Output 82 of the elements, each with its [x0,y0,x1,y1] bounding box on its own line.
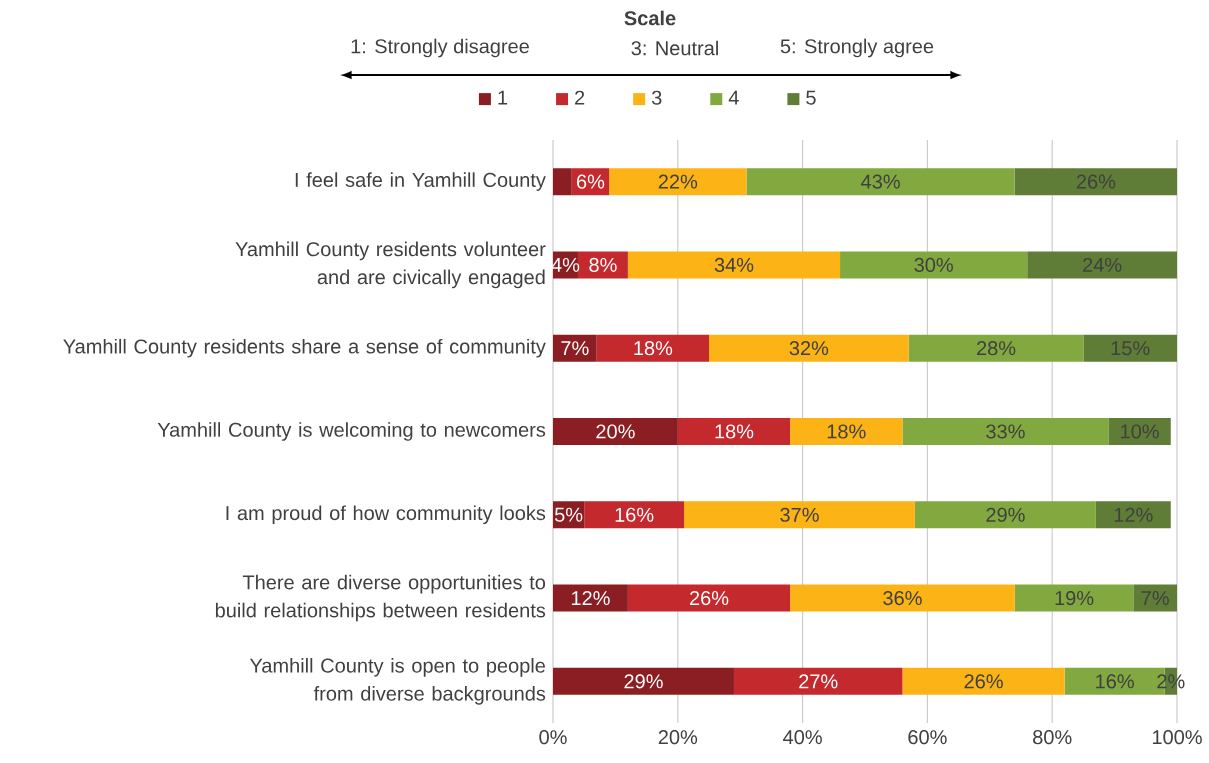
bar [914,501,1096,529]
data-label: 26% [1076,174,1116,189]
text: 5: Strongly agree [780,38,934,58]
bar [627,251,841,279]
x-tick-label: 80% [1033,730,1072,745]
data-label: 18% [827,424,866,439]
legend-label: 5 [806,90,816,105]
chart-title: Scale [624,10,676,26]
y-tick-label: I am proud of how community looks [226,505,546,525]
bar [677,418,791,445]
data-label: 37% [780,507,819,522]
text: 3: Neutral [631,40,718,56]
legend-label: 2 [575,90,585,105]
data-label: 16% [1096,674,1134,689]
bar [1133,584,1177,612]
y-tick-label: Yamhill County is open to people from diverse backgrounds [249,658,546,705]
data-label: 5% [554,507,583,522]
x-tick-label: 20% [658,730,698,745]
data-label: 10% [1121,424,1159,439]
bar [790,584,1015,612]
y-tick-label: There are diverse opportunities to build relationships between residents [215,574,546,622]
data-label: 26% [964,674,1003,689]
data-label: 12% [1114,507,1153,522]
bar [908,334,1084,362]
bar [584,501,685,529]
data-label: 22% [658,174,698,189]
data-label: 30% [914,257,953,272]
x-tick-label: 60% [908,730,947,745]
x-tick-label: 40% [783,730,822,745]
data-label: 28% [977,341,1016,356]
bar [709,334,909,362]
y-tick-label: I feel safe in Yamhill County [295,172,546,191]
bar [1014,584,1134,612]
data-label: 19% [1055,590,1094,606]
bar [790,418,903,445]
data-label: 18% [634,341,673,356]
y-tick-label: Yamhill County residents volunteer and are civically engaged [235,241,546,289]
data-label: 33% [986,424,1025,439]
bar [1108,418,1171,445]
data-label: 20% [596,424,635,439]
text: 1: Strongly disagree [351,38,529,58]
bar [596,334,709,362]
x-tick-label: 100% [1152,730,1202,745]
bar [840,251,1028,279]
y-tick-label: Yamhill County is welcoming to newcomers [157,422,546,441]
bar [1014,168,1177,196]
data-label: 8% [589,257,617,272]
data-label: 43% [861,174,900,189]
bar [627,584,791,612]
data-label: 36% [883,590,922,606]
legend-label: 1 [498,90,508,105]
data-label: 27% [799,674,838,689]
data-label: 16% [615,507,654,522]
legend-label: 4 [728,90,739,105]
data-label: 7% [561,341,589,356]
bar [1027,251,1177,279]
bar [553,418,678,445]
bar [746,168,1015,196]
y-tick-label: Yamhill County residents share a sense of community [63,338,546,358]
data-label: 24% [1083,257,1122,272]
x-tick-label: 0% [539,730,567,745]
data-label: 32% [789,341,829,356]
legend-label: 3 [651,90,662,105]
data-label: 7% [1141,591,1169,606]
data-label: 34% [714,257,754,272]
bar [609,168,747,196]
bar [902,667,1065,695]
bar [553,667,734,695]
data-label: 6% [577,174,605,189]
bar [733,667,903,695]
bar [553,584,628,612]
data-label: 29% [624,674,663,689]
data-label: 26% [690,590,729,606]
data-label: 15% [1111,341,1150,356]
bar [553,168,572,196]
data-label: 18% [715,424,754,439]
bar [902,418,1109,445]
data-label: 12% [571,591,610,606]
bar [684,501,915,529]
bar [1095,501,1171,529]
bar [1083,334,1177,362]
data-label: 29% [986,507,1025,522]
